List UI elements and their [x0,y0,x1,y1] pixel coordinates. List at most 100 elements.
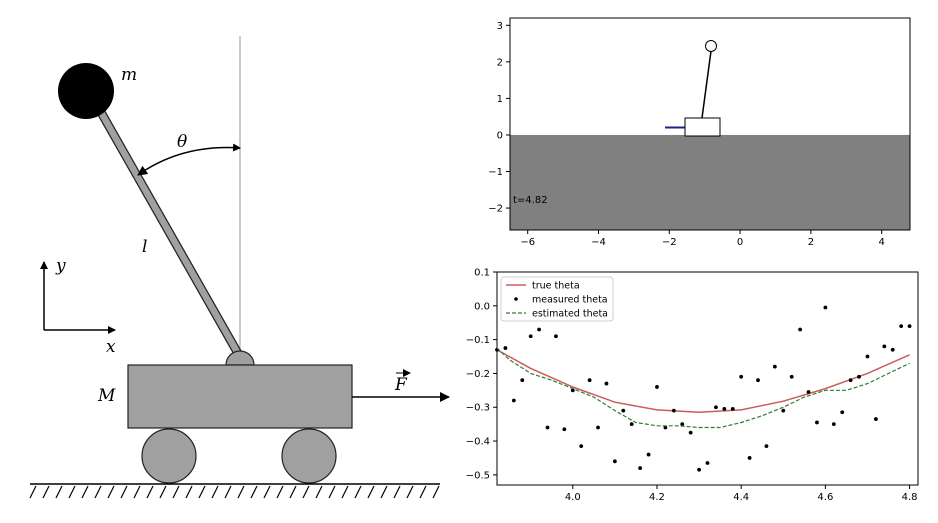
sim-pole [701,50,712,119]
true-theta-line [496,349,910,414]
measured-theta-point [621,408,626,413]
hatch-mark [81,485,89,499]
measured-theta-point [503,346,508,350]
measured-theta-point [840,410,845,415]
sim-x-tick-label: 2 [808,237,814,248]
sim-ground [510,134,910,230]
hatch-mark [380,485,388,499]
chart-y-tick-label: −0.5 [466,470,490,481]
sim-y-tick-label: 3 [497,21,503,32]
measured-theta-point [890,347,895,352]
hatch-mark [250,485,258,499]
hatch-mark [146,485,154,499]
measured-theta-point [747,456,752,460]
measured-theta-point [831,422,836,427]
pivot-joint [225,350,255,366]
hatch-mark [29,485,37,499]
chart-x-tick-label: 4.4 [733,492,749,503]
measured-theta-point [730,407,735,411]
y-axis-symbol: y [55,256,66,276]
sim-axis-ticks: −6 −4 −2 0 2 4 −2 −1 0 1 2 3 [488,21,885,248]
x-axis-symbol: x [106,337,116,357]
theta-chart: 4.0 4.2 4.4 4.6 4.8 0.1 0.0 −0.1 −0.2 −0.3 −0.4 −0.… [466,268,919,504]
sim-x-tick-label: 0 [737,237,743,248]
hatch-mark [315,485,323,499]
measured-theta-point [554,334,558,339]
measured-theta-point [545,425,550,430]
measured-theta-point [680,422,685,427]
measured-theta-point [739,374,744,379]
hatch-mark [367,485,375,499]
measured-theta-point [520,378,525,383]
measured-theta-point [587,378,592,383]
sim-x-tick-label: 4 [878,237,884,248]
measured-theta-point [789,374,794,379]
legend-estimated-label: estimated theta [532,309,608,320]
measured-theta-point [907,324,912,328]
sim-y-tick-label: 1 [497,94,503,105]
pendulum-mass [58,63,114,119]
chart-axis-ticks: 4.0 4.2 4.4 4.6 4.8 0.1 0.0 −0.1 −0.2 −0.3 −0.4 −0.… [466,268,918,504]
measured-theta-point [537,327,541,332]
measured-theta-point [604,381,609,386]
measured-theta-point [671,408,676,413]
measured-theta-point [815,420,819,425]
chart-y-tick-label: 0.0 [474,301,490,312]
legend-measured-label: measured theta [532,295,608,306]
hatch-mark [393,485,401,499]
measured-theta-point [772,364,777,369]
cart-mass-label: M [97,386,116,406]
pole-fill [95,105,243,359]
hatch-mark [263,485,271,499]
measured-theta-point [764,444,769,449]
hatch-mark [133,485,141,499]
measured-theta-point [528,334,533,339]
measured-theta-point [511,398,516,403]
measured-theta-point [596,425,600,430]
hatch-mark [302,485,310,499]
hatch-mark [432,485,440,499]
sim-y-tick-label: 0 [497,130,503,141]
hatch-mark [172,485,180,499]
hatch-mark [211,485,219,499]
measured-theta-point [806,390,811,394]
hatch-mark [120,485,128,499]
chart-y-tick-label: 0.1 [474,268,490,279]
hatch-mark [185,485,193,499]
hatch-mark [107,485,115,499]
left-wheel [141,428,197,484]
chart-series [495,305,912,472]
chart-x-tick-label: 4.6 [817,492,833,503]
hatch-mark [406,485,414,499]
measured-theta-point [823,305,828,310]
angle-arc [137,143,241,176]
measured-theta-point [612,459,617,464]
measured-theta-point [562,427,567,432]
sim-x-tick-label: −4 [591,237,606,248]
sim-y-tick-label: −2 [488,204,503,215]
measured-theta-point [705,461,710,465]
sim-bob [705,40,717,52]
measured-theta-point [570,388,575,393]
measured-theta-point [848,378,853,383]
length-label: l [142,237,147,257]
hatch-mark [289,485,297,499]
estimated-theta-line [496,347,910,429]
sim-time-label: t=4.82 [513,195,548,206]
measured-theta-point [722,407,727,411]
measured-theta-point [798,327,803,332]
sim-plot-frame [509,17,911,231]
hatch-mark [94,485,102,499]
measured-theta-point [655,385,659,389]
measured-theta-point [629,422,634,427]
cart-body [127,364,353,429]
measured-theta-point [697,467,701,472]
chart-y-tick-label: −0.4 [466,437,490,448]
hatch-mark [328,485,336,499]
sim-y-tick-label: 2 [497,57,503,68]
simulation-plot: −6 −4 −2 0 2 4 −2 −1 0 1 2 3 t=4.82 [488,17,911,248]
hatch-mark [224,485,232,499]
legend-measured-swatch [514,297,518,301]
hatch-mark [341,485,349,499]
